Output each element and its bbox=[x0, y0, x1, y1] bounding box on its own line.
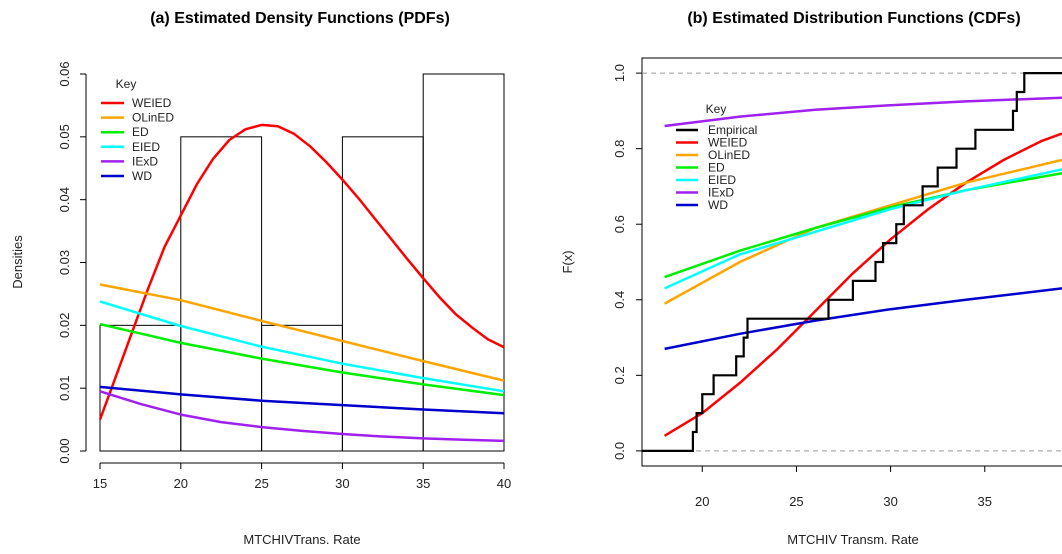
cdf-y-tick-label: 0.2 bbox=[612, 366, 627, 384]
cdf-chart-panel: (b) Estimated Distribution Functions (CD… bbox=[560, 10, 1062, 547]
pdf-x-tick-label: 15 bbox=[93, 476, 107, 491]
pdf-chart-panel: (a) Estimated Density Functions (PDFs) M… bbox=[10, 10, 511, 547]
pdf-series-olined-line bbox=[99, 283, 505, 382]
pdf-y-tick-label: 0.01 bbox=[57, 376, 72, 401]
cdf-legend-label: Empirical bbox=[708, 123, 757, 137]
pdf-legend-label: WD bbox=[132, 169, 152, 183]
cdf-y-tick-label: 0.0 bbox=[612, 442, 627, 460]
pdf-series-ed-line bbox=[99, 322, 505, 397]
pdf-x-tick-label: 30 bbox=[335, 476, 349, 491]
pdf-chart-title: (a) Estimated Density Functions (PDFs) bbox=[150, 10, 450, 27]
pdf-y-tick-label: 0.00 bbox=[57, 438, 72, 463]
pdf-x-tick-label: 35 bbox=[416, 476, 430, 491]
pdf-axes: 15 20 25 30 35 40 0.00 0.01 0.02 0.03 0.04 0.05 0.06 bbox=[57, 61, 511, 491]
pdf-y-tick-label: 0.02 bbox=[57, 313, 72, 338]
cdf-x-tick-label: 30 bbox=[883, 494, 897, 509]
cdf-legend-label: WEIED bbox=[708, 136, 748, 150]
pdf-series-eied-line bbox=[99, 300, 505, 393]
pdf-y-axis-label: Densities bbox=[10, 235, 25, 289]
pdf-legend-label: OLinED bbox=[132, 111, 174, 125]
cdf-x-axis-label: MTCHIV Transm. Rate bbox=[787, 532, 918, 547]
pdf-y-tick-label: 0.03 bbox=[57, 250, 72, 275]
pdf-legend-label: IExD bbox=[132, 154, 158, 168]
cdf-series-eied-line bbox=[664, 168, 1062, 290]
pdf-legend-label: EIED bbox=[132, 140, 160, 154]
cdf-y-tick-label: 1.0 bbox=[612, 64, 627, 82]
cdf-y-tick-label: 0.6 bbox=[612, 215, 627, 233]
cdf-x-tick-label: 35 bbox=[978, 494, 992, 509]
pdf-series-iexd-line bbox=[99, 390, 505, 443]
cdf-legend-label: ED bbox=[708, 161, 725, 175]
cdf-x-tick-label: 25 bbox=[789, 494, 803, 509]
pdf-histogram-bar bbox=[180, 136, 263, 452]
cdf-axes: 20 25 30 35 0.0 0.2 0.4 0.6 0.8 1.0 bbox=[612, 57, 1062, 509]
pdf-histogram-bar bbox=[422, 73, 505, 452]
pdf-legend-label: ED bbox=[132, 125, 149, 139]
pdf-x-tick-label: 20 bbox=[174, 476, 188, 491]
cdf-y-tick-label: 0.8 bbox=[612, 140, 627, 158]
cdf-legend-label: OLinED bbox=[708, 148, 750, 162]
pdf-histogram bbox=[99, 73, 505, 452]
cdf-x-tick-label: 20 bbox=[695, 494, 709, 509]
cdf-chart-title: (b) Estimated Distribution Functions (CD… bbox=[687, 10, 1020, 27]
cdf-legend-label: WD bbox=[708, 198, 728, 212]
cdf-legend-title: Key bbox=[706, 102, 727, 116]
cdf-empirical-step-line bbox=[642, 72, 1062, 452]
pdf-histogram-bar bbox=[341, 136, 424, 452]
pdf-y-tick-label: 0.06 bbox=[57, 61, 72, 86]
cdf-plot-frame bbox=[641, 57, 1062, 467]
pdf-x-tick-label: 40 bbox=[497, 476, 511, 491]
pdf-y-tick-label: 0.04 bbox=[57, 187, 72, 212]
pdf-series-weied-line bbox=[98, 123, 505, 421]
cdf-series-group bbox=[642, 72, 1062, 452]
pdf-series-group bbox=[98, 123, 505, 443]
cdf-series-wd-line bbox=[664, 287, 1062, 351]
cdf-series-weied-line bbox=[663, 132, 1062, 437]
pdf-legend-label: WEIED bbox=[132, 96, 172, 110]
cdf-series-iexd-line bbox=[664, 96, 1062, 128]
cdf-legend-label: IExD bbox=[708, 186, 734, 200]
pdf-series-wd-line bbox=[99, 385, 505, 415]
cdf-y-axis-label: F(x) bbox=[560, 250, 575, 273]
pdf-x-axis-label: MTCHIVTrans. Rate bbox=[243, 532, 360, 547]
cdf-legend-label: EIED bbox=[708, 173, 736, 187]
pdf-y-tick-label: 0.05 bbox=[57, 124, 72, 149]
cdf-y-tick-label: 0.4 bbox=[612, 291, 627, 309]
pdf-legend-title: Key bbox=[116, 77, 137, 91]
cdf-reference-lines bbox=[642, 72, 1062, 452]
pdf-x-tick-label: 25 bbox=[254, 476, 268, 491]
